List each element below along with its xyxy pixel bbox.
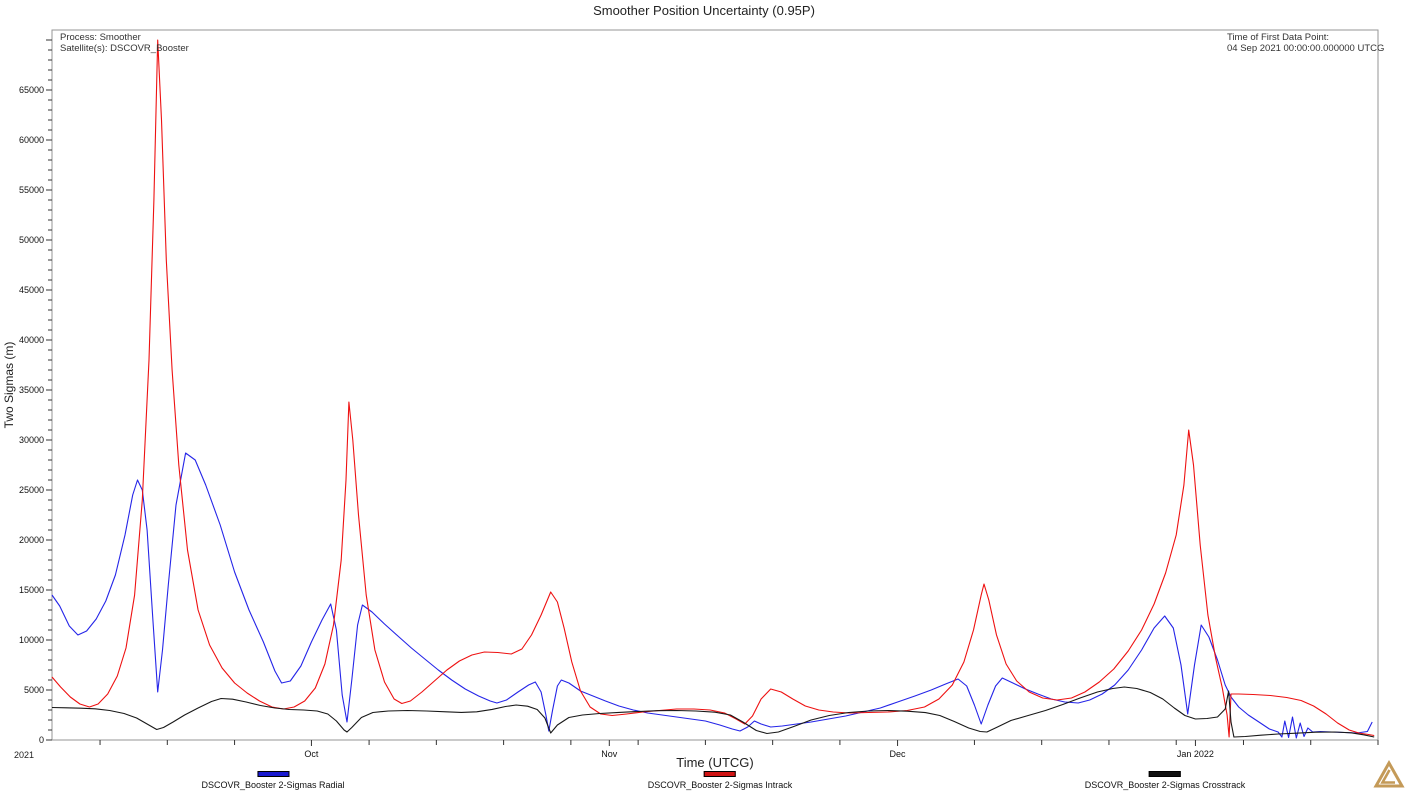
- y-tick-label: 10000: [19, 635, 44, 645]
- y-tick-label: 60000: [19, 135, 44, 145]
- x-tick-label: Oct: [304, 749, 319, 759]
- agi-triangle-logo: [1373, 759, 1405, 788]
- y-tick-label: 20000: [19, 535, 44, 545]
- y-tick-label: 5000: [24, 685, 44, 695]
- x-axis-title: Time (UTCG): [676, 755, 754, 770]
- legend-item-crosstrack: DSCOVR_Booster 2-Sigmas Crosstrack: [1084, 771, 1246, 790]
- first-point-label: Time of First Data Point:: [1227, 32, 1330, 43]
- first-point-value: 04 Sep 2021 00:00:00.000000 UTCG: [1227, 43, 1385, 54]
- legend-item-radial: DSCOVR_Booster 2-Sigmas Radial: [201, 771, 345, 790]
- legend-item-intrack: DSCOVR_Booster 2-Sigmas Intrack: [647, 771, 793, 790]
- x-tick-label: Jan 2022: [1177, 749, 1214, 759]
- y-tick-label: 50000: [19, 235, 44, 245]
- y-axis-title: Two Sigmas (m): [2, 341, 16, 429]
- series-radial-line: [51, 452, 1373, 739]
- y-tick-label: 0: [39, 735, 44, 745]
- y-tick-label: 25000: [19, 485, 44, 495]
- legend-label-intrack: DSCOVR_Booster 2-Sigmas Intrack: [647, 780, 793, 790]
- x-tick-label: Dec: [890, 749, 907, 759]
- first-data-point-annotation: Time of First Data Point: 04 Sep 2021 00…: [1227, 32, 1384, 54]
- y-tick-label: 40000: [19, 335, 44, 345]
- y-tick-label: 35000: [19, 385, 44, 395]
- process-line: Process: Smoother: [60, 32, 141, 43]
- y-tick-label: 65000: [19, 85, 44, 95]
- process-annotation: Process: Smoother Satellite(s): DSCOVR_B…: [60, 32, 189, 54]
- y-tick-label: 45000: [19, 285, 44, 295]
- y-tick-label: 30000: [19, 435, 44, 445]
- legend-label-radial: DSCOVR_Booster 2-Sigmas Radial: [201, 780, 345, 790]
- series-crosstrack-line: [51, 686, 1375, 738]
- chart-title: Smoother Position Uncertainty (0.95P): [593, 3, 815, 18]
- x-axis-year-label: 2021: [14, 750, 35, 760]
- y-tick-label: 15000: [19, 585, 44, 595]
- y-tick-label: 55000: [19, 185, 44, 195]
- plot-border: [51, 29, 1379, 741]
- legend-swatch-intrack: [704, 771, 736, 777]
- legend-swatch-crosstrack: [1148, 771, 1181, 777]
- legend-swatch-radial: [257, 771, 289, 777]
- legend-label-crosstrack: DSCOVR_Booster 2-Sigmas Crosstrack: [1084, 780, 1246, 790]
- x-tick-label: Nov: [601, 749, 618, 759]
- satellites-line: Satellite(s): DSCOVR_Booster: [60, 43, 189, 54]
